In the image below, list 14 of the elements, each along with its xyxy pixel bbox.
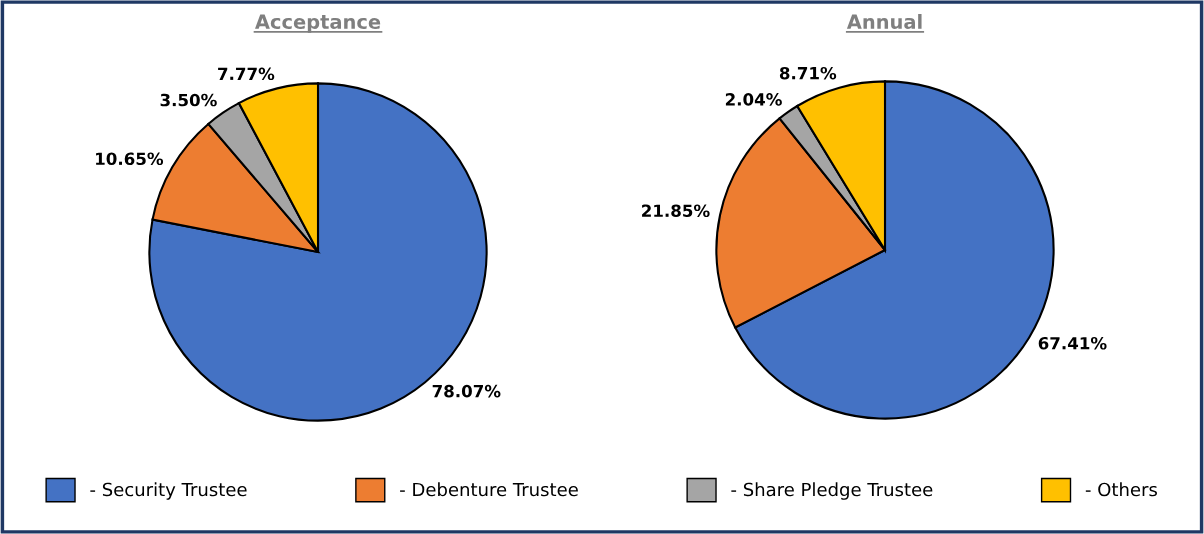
legend-label: - Debenture Trustee	[400, 482, 578, 497]
legend-label: - Others	[1085, 482, 1157, 497]
chart-title: Annual	[846, 14, 922, 30]
data-label: 10.65%	[96, 152, 164, 166]
legend-label: - Security Trustee	[90, 482, 247, 500]
data-label: 78.07%	[432, 384, 501, 398]
data-label: 7.77%	[218, 67, 275, 81]
data-label: 2.04%	[725, 93, 782, 106]
data-label: 3.50%	[160, 93, 217, 107]
data-label: 67.41%	[1038, 336, 1107, 350]
chart-title: Acceptance	[255, 14, 381, 33]
data-label: 21.85%	[642, 204, 710, 218]
data-label: 8.71%	[779, 66, 837, 80]
legend-label: - Share Pledge Trustee	[731, 482, 933, 500]
